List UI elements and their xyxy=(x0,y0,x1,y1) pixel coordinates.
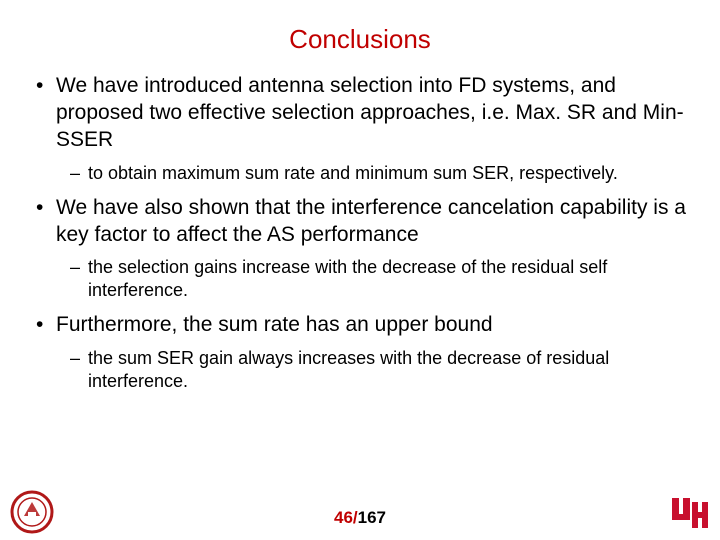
page-current: 46 xyxy=(334,508,353,527)
sub-bullet-list: the selection gains increase with the de… xyxy=(56,256,692,302)
sub-bullet-text: the selection gains increase with the de… xyxy=(88,257,607,300)
sub-bullet-item: to obtain maximum sum rate and minimum s… xyxy=(70,162,692,185)
page-number: 46/167 xyxy=(0,508,720,528)
bullet-item: Furthermore, the sum rate has an upper b… xyxy=(30,312,692,393)
bullet-text: We have also shown that the interference… xyxy=(56,196,686,246)
sub-bullet-list: the sum SER gain always increases with t… xyxy=(56,347,692,393)
sub-bullet-text: the sum SER gain always increases with t… xyxy=(88,348,609,391)
sub-bullet-item: the sum SER gain always increases with t… xyxy=(70,347,692,393)
bullet-list: We have introduced antenna selection int… xyxy=(30,73,692,393)
sub-bullet-list: to obtain maximum sum rate and minimum s… xyxy=(56,162,692,185)
sub-bullet-text: to obtain maximum sum rate and minimum s… xyxy=(88,163,618,183)
slide-title: Conclusions xyxy=(0,0,720,73)
bullet-item: We have introduced antenna selection int… xyxy=(30,73,692,185)
bullet-item: We have also shown that the interference… xyxy=(30,195,692,303)
page-total: 167 xyxy=(358,508,386,527)
bullet-text: We have introduced antenna selection int… xyxy=(56,74,684,151)
slide-content: We have introduced antenna selection int… xyxy=(0,73,720,393)
bullet-text: Furthermore, the sum rate has an upper b… xyxy=(56,313,493,336)
sub-bullet-item: the selection gains increase with the de… xyxy=(70,256,692,302)
